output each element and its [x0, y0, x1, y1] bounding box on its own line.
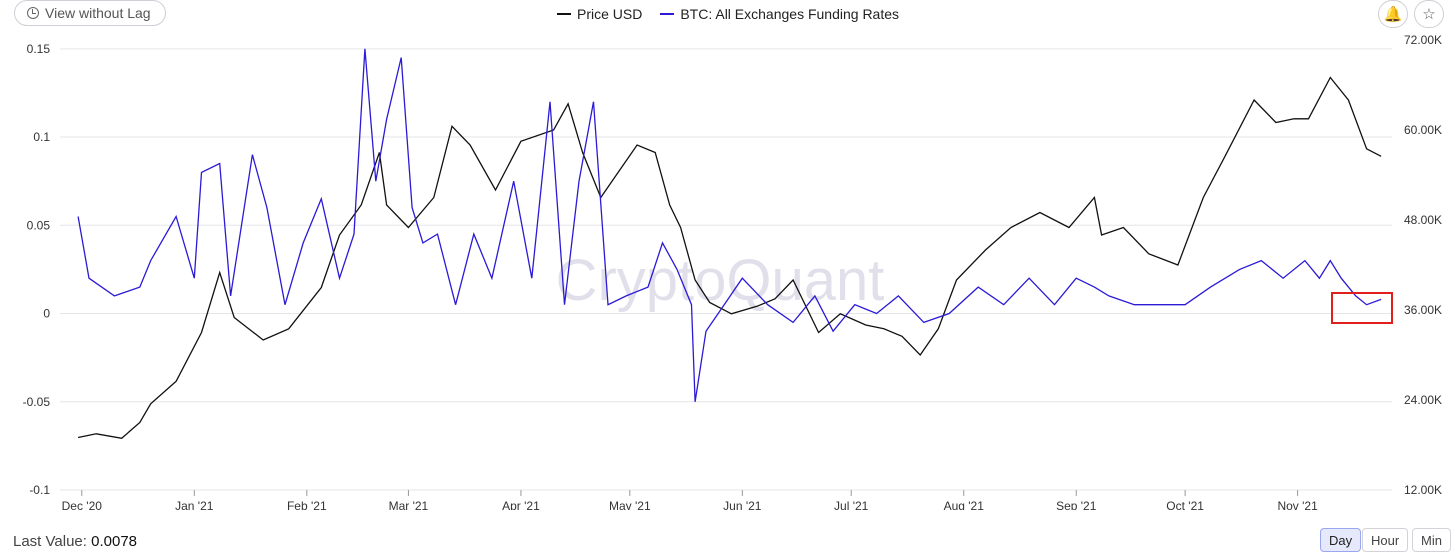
right-tick-label: 72.00K — [1404, 33, 1442, 47]
last-value-number: 0.0078 — [91, 533, 138, 550]
x-tick-label: Dec '20 — [62, 499, 103, 510]
legend-item-funding[interactable]: BTC: All Exchanges Funding Rates — [660, 6, 899, 22]
range-day-button[interactable]: Day — [1320, 528, 1362, 552]
chart-area: CryptoQuant 0.15 0.1 0.05 0 -0.05 -0.1 72.00K… — [23, 33, 1442, 510]
grid — [60, 48, 1392, 491]
x-tick-label: Aug '21 — [944, 499, 985, 510]
left-tick-label: -0.1 — [29, 483, 50, 497]
x-tick-label: May '21 — [609, 499, 651, 510]
last-value: Last Value: 0.0078 — [13, 533, 137, 550]
legend-swatch-price — [556, 13, 571, 15]
favorite-button[interactable]: ☆ — [1414, 0, 1444, 28]
x-tick-label: Nov '21 — [1277, 499, 1318, 510]
legend-label-funding: BTC: All Exchanges Funding Rates — [680, 6, 900, 22]
left-tick-label: 0.1 — [33, 130, 50, 144]
price-series-line — [77, 76, 1382, 439]
right-tick-label: 48.00K — [1404, 213, 1442, 227]
watermark: CryptoQuant — [556, 248, 885, 313]
clock-icon — [27, 7, 39, 19]
left-tick-label: -0.05 — [23, 395, 51, 409]
alert-button[interactable]: 🔔 — [1378, 0, 1408, 28]
x-tick-label: Jul '21 — [834, 499, 869, 510]
left-tick-label: 0.15 — [27, 42, 51, 56]
legend-swatch-funding — [660, 13, 675, 15]
right-tick-label: 12.00K — [1404, 483, 1442, 497]
x-tick-label: Jun '21 — [723, 499, 762, 510]
right-tick-label: 36.00K — [1404, 303, 1442, 317]
bell-icon: 🔔 — [1383, 6, 1403, 23]
funding-series-line — [77, 48, 1382, 402]
x-tick-label: Sep '21 — [1056, 499, 1097, 510]
x-axis: Dec '20 Jan '21 Feb '21 Mar '21 Apr '21 May '… — [62, 490, 1318, 510]
x-tick-label: Jan '21 — [175, 499, 214, 510]
x-tick-label: Mar '21 — [389, 499, 429, 510]
right-axis: 72.00K 60.00K 48.00K 36.00K 24.00K 12.00K — [1404, 33, 1442, 497]
left-axis: 0.15 0.1 0.05 0 -0.05 -0.1 — [23, 42, 51, 497]
left-tick-label: 0 — [43, 307, 50, 321]
chart-legend: Price USD BTC: All Exchanges Funding Rat… — [0, 6, 1456, 22]
left-tick-label: 0.05 — [27, 218, 51, 232]
x-tick-label: Apr '21 — [502, 499, 540, 510]
view-without-lag-label: View without Lag — [45, 5, 151, 21]
legend-item-price[interactable]: Price USD — [556, 6, 643, 22]
range-hour-button[interactable]: Hour — [1362, 528, 1409, 552]
right-tick-label: 60.00K — [1404, 123, 1442, 137]
range-min-button[interactable]: Min — [1412, 528, 1451, 552]
legend-label-price: Price USD — [576, 6, 643, 22]
right-tick-label: 24.00K — [1404, 393, 1442, 407]
x-tick-label: Oct '21 — [1166, 499, 1204, 510]
x-tick-label: Feb '21 — [287, 499, 327, 510]
star-icon: ☆ — [1422, 6, 1436, 23]
view-without-lag-button[interactable]: View without Lag — [14, 0, 166, 26]
highlight-box — [1331, 292, 1393, 324]
last-value-label: Last Value: — [13, 533, 87, 550]
